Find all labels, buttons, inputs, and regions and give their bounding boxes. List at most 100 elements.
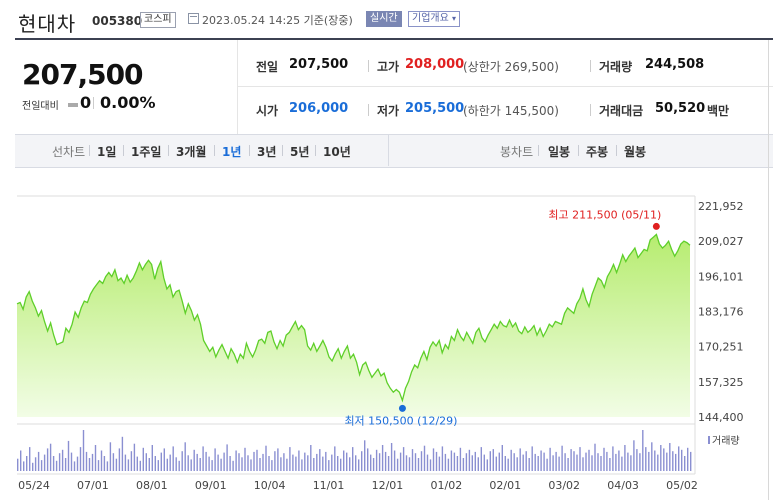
volume-bar bbox=[214, 448, 216, 471]
trade-value-label: 거래대금 bbox=[599, 104, 644, 118]
y-tick-label: 144,400 bbox=[698, 411, 744, 424]
volume-bar bbox=[157, 460, 159, 471]
volume-bar bbox=[495, 456, 497, 471]
tab-daily[interactable]: 일봉 bbox=[548, 145, 571, 159]
volume-bar bbox=[55, 460, 58, 472]
volume-bar bbox=[115, 458, 118, 471]
volume-bar bbox=[118, 448, 121, 471]
volume-bar bbox=[393, 450, 396, 471]
volume-bar bbox=[504, 456, 506, 471]
price-area bbox=[17, 234, 690, 417]
tab-5y[interactable]: 5년 bbox=[290, 145, 310, 159]
volume-bar bbox=[145, 453, 147, 471]
y-tick-label: 157,325 bbox=[698, 376, 744, 389]
volume-bar bbox=[274, 451, 276, 471]
tab-1w[interactable]: 1주일 bbox=[131, 145, 162, 159]
volume-bar bbox=[310, 445, 312, 471]
min-annotation: 최저 150,500 (12/29) bbox=[344, 414, 457, 427]
volume-bar bbox=[337, 456, 339, 471]
volume-bar bbox=[331, 454, 333, 471]
volume-bar bbox=[196, 453, 198, 471]
volume-bar bbox=[94, 445, 97, 471]
volume-bar bbox=[549, 447, 551, 471]
volume-bar bbox=[657, 454, 659, 471]
volume-bar bbox=[100, 450, 103, 471]
volume-bar bbox=[663, 448, 665, 471]
volume-bar bbox=[615, 453, 617, 471]
volume-bar bbox=[295, 456, 297, 471]
divider bbox=[368, 104, 369, 116]
volume-bar bbox=[364, 440, 366, 472]
volume-bar bbox=[444, 453, 447, 471]
tab-1y[interactable]: 1년 bbox=[222, 145, 242, 159]
volume-bar bbox=[582, 457, 584, 471]
volume-bar bbox=[136, 456, 138, 471]
no-change-icon bbox=[68, 103, 78, 107]
tab-3m[interactable]: 3개월 bbox=[176, 145, 207, 159]
volume-bar bbox=[130, 451, 133, 471]
volume-bar bbox=[450, 450, 453, 471]
volume-bar bbox=[343, 450, 345, 471]
volume-bar bbox=[522, 454, 524, 471]
volume-bar bbox=[202, 446, 204, 471]
y-tick-label: 196,101 bbox=[698, 270, 744, 283]
volume-bar bbox=[235, 450, 237, 471]
tab-monthly[interactable]: 월봉 bbox=[624, 145, 647, 159]
volume-bar bbox=[396, 458, 399, 471]
max-point bbox=[652, 222, 660, 230]
volume-bar bbox=[519, 448, 521, 471]
volume-label: 거래량 bbox=[599, 60, 633, 74]
volume-bar bbox=[672, 451, 674, 471]
tab-1d[interactable]: 1일 bbox=[97, 145, 117, 159]
volume-legend: 거래량 bbox=[712, 435, 740, 447]
volume-bar bbox=[432, 448, 435, 471]
realtime-button[interactable]: 실시간 bbox=[366, 11, 402, 27]
x-tick-label: 07/01 bbox=[77, 479, 109, 492]
volume-bar bbox=[540, 450, 542, 471]
divider bbox=[214, 145, 215, 156]
prev-close-value: 207,500 bbox=[289, 57, 349, 72]
volume-bar bbox=[420, 451, 423, 471]
volume-bar bbox=[244, 447, 246, 471]
company-overview-button[interactable]: 기업개요 ▾ bbox=[408, 11, 461, 27]
volume-bar bbox=[76, 456, 79, 471]
volume-bar bbox=[555, 451, 557, 471]
volume-bar bbox=[208, 456, 210, 471]
volume-bar bbox=[513, 453, 515, 471]
volume-bar bbox=[687, 447, 689, 471]
volume-bar bbox=[618, 450, 620, 471]
volume-bar bbox=[322, 456, 324, 471]
volume-bar bbox=[139, 460, 141, 472]
volume-bar bbox=[489, 451, 491, 471]
volume-bar bbox=[160, 452, 162, 471]
change-value: 0 bbox=[80, 93, 92, 112]
tab-10y[interactable]: 10년 bbox=[323, 145, 351, 159]
tab-weekly[interactable]: 주봉 bbox=[586, 145, 609, 159]
volume-bar bbox=[313, 458, 315, 471]
volume-bar bbox=[67, 440, 70, 471]
volume-bar bbox=[516, 457, 518, 471]
y-tick-label: 209,027 bbox=[698, 235, 744, 248]
volume-bar bbox=[23, 461, 25, 471]
volume-bar bbox=[166, 458, 168, 471]
volume-bar bbox=[624, 445, 626, 471]
chevron-down-icon: ▾ bbox=[452, 14, 457, 23]
tab-3y[interactable]: 3년 bbox=[257, 145, 277, 159]
volume-bar bbox=[558, 456, 560, 471]
min-point bbox=[398, 404, 406, 412]
volume-bar bbox=[675, 453, 677, 471]
volume-bar bbox=[534, 453, 536, 471]
volume-bar bbox=[250, 459, 252, 471]
volume-bar bbox=[88, 458, 91, 471]
volume-bar bbox=[64, 458, 67, 471]
volume-bar bbox=[121, 436, 124, 471]
volume-bar bbox=[280, 457, 282, 471]
x-tick-label: 05/02 bbox=[666, 479, 698, 492]
volume-bar bbox=[543, 452, 545, 471]
divider bbox=[249, 145, 250, 156]
volume-bar bbox=[528, 458, 530, 471]
divider bbox=[388, 134, 389, 166]
volume-bar bbox=[172, 446, 174, 471]
volume-bar bbox=[477, 457, 479, 471]
volume-bar bbox=[163, 448, 165, 471]
